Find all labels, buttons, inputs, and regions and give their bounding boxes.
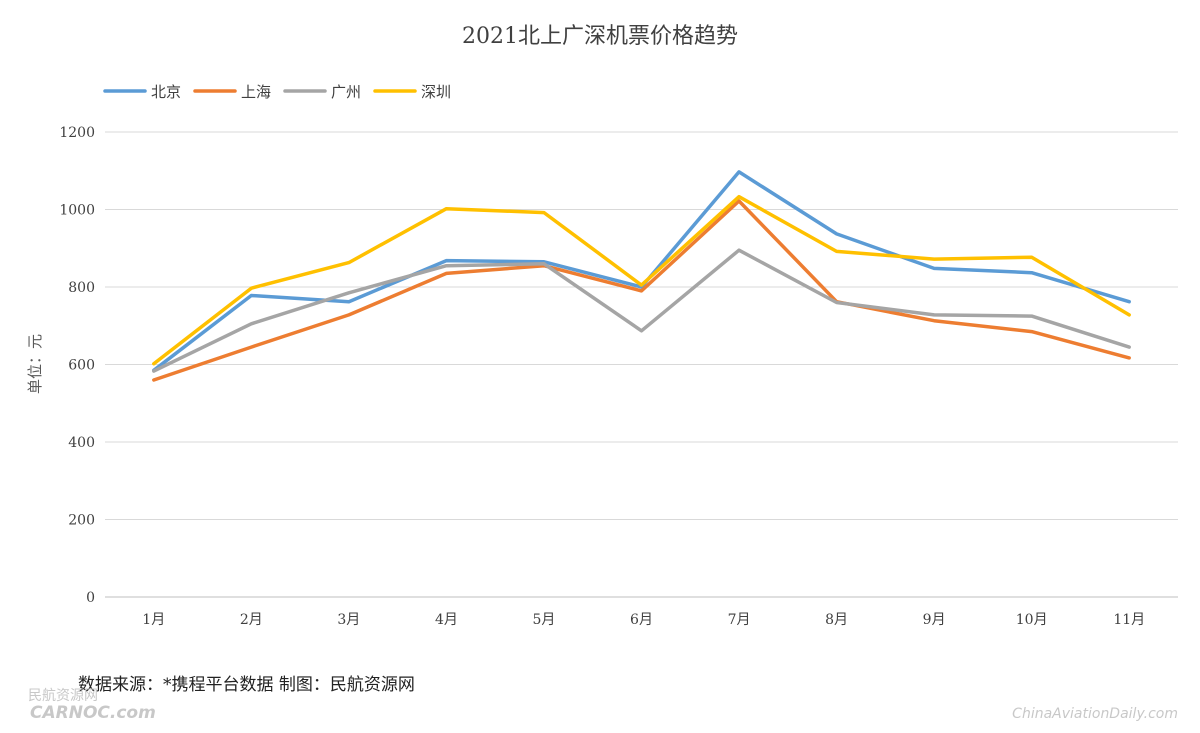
data-point	[250, 294, 253, 297]
data-point	[640, 283, 643, 287]
data-point	[445, 259, 448, 262]
data-point	[737, 248, 741, 252]
data-point	[347, 300, 351, 303]
data-point	[250, 345, 253, 349]
data-point	[1128, 345, 1131, 349]
data-point	[445, 272, 448, 275]
data-point	[1128, 356, 1131, 360]
data-point	[152, 369, 155, 373]
x-tick-label: 6月	[630, 612, 653, 628]
x-tick-label: 5月	[532, 612, 555, 628]
legend-label: 北京	[151, 83, 181, 101]
data-point	[347, 291, 351, 295]
data-point	[835, 232, 838, 236]
data-point	[640, 289, 643, 293]
x-tick-label: 8月	[825, 612, 848, 628]
y-tick-label: 1200	[59, 125, 95, 141]
data-source-note: 数据来源：*携程平台数据 制图：民航资源网	[78, 675, 415, 695]
chart-title: 2021北上广深机票价格趋势	[462, 24, 738, 49]
data-point	[932, 313, 936, 317]
series-line-北京	[152, 170, 1131, 373]
y-tick-label: 0	[86, 590, 95, 606]
data-point	[835, 301, 838, 304]
watermark-carnoc-cn: 民航资源网	[28, 688, 98, 704]
y-tick-label: 600	[68, 358, 95, 374]
x-tick-label: 9月	[923, 612, 946, 628]
y-tick-label: 400	[68, 435, 95, 451]
legend-label: 深圳	[421, 83, 451, 101]
data-point	[250, 322, 253, 326]
data-point	[542, 262, 546, 265]
x-tick-label: 7月	[728, 612, 751, 628]
data-point	[1128, 300, 1131, 303]
data-point	[932, 267, 936, 270]
data-point	[1030, 271, 1033, 274]
data-point	[1030, 314, 1033, 318]
y-tick-label: 200	[68, 513, 95, 529]
data-point	[152, 378, 155, 382]
x-tick-label: 2月	[240, 612, 263, 628]
data-point	[542, 211, 546, 214]
data-point	[932, 319, 936, 322]
y-axis-label: 单位：元	[26, 334, 44, 394]
data-point	[737, 195, 741, 198]
x-tick-label: 3月	[337, 612, 360, 628]
series-lines	[152, 170, 1131, 382]
data-point	[640, 329, 643, 332]
legend: 北京 上海 广州 深圳	[103, 83, 451, 101]
data-point	[1030, 255, 1033, 259]
data-point	[835, 250, 838, 253]
data-point	[932, 257, 936, 261]
x-tick-label: 10月	[1016, 612, 1048, 628]
y-axis-ticks: 0 200 400 600 800 1000 1200	[59, 125, 95, 606]
x-tick-label: 11月	[1113, 612, 1145, 628]
data-point	[1128, 313, 1131, 317]
gridlines	[105, 131, 1178, 598]
data-point	[347, 261, 351, 264]
y-tick-label: 1000	[59, 203, 95, 219]
data-point	[737, 170, 741, 174]
series-line-深圳	[152, 194, 1131, 366]
data-point	[152, 362, 155, 365]
legend-label: 上海	[241, 83, 271, 101]
x-axis-ticks: 1月 2月 3月 4月 5月 6月 7月 8月 9月 10月 11月	[142, 612, 1145, 628]
series-line-广州	[152, 248, 1131, 373]
watermark-carnoc: CARNOC.com	[30, 703, 156, 723]
data-point	[445, 264, 448, 267]
x-tick-label: 1月	[142, 612, 165, 628]
x-tick-label: 4月	[435, 612, 458, 628]
data-point	[737, 199, 741, 203]
data-point	[445, 207, 448, 210]
legend-label: 广州	[331, 83, 361, 101]
y-tick-label: 800	[68, 280, 95, 296]
data-point	[250, 286, 253, 290]
watermark-aviation-daily: ChinaAviationDaily.com	[1012, 706, 1178, 722]
data-point	[1030, 330, 1033, 333]
data-point	[347, 313, 351, 317]
